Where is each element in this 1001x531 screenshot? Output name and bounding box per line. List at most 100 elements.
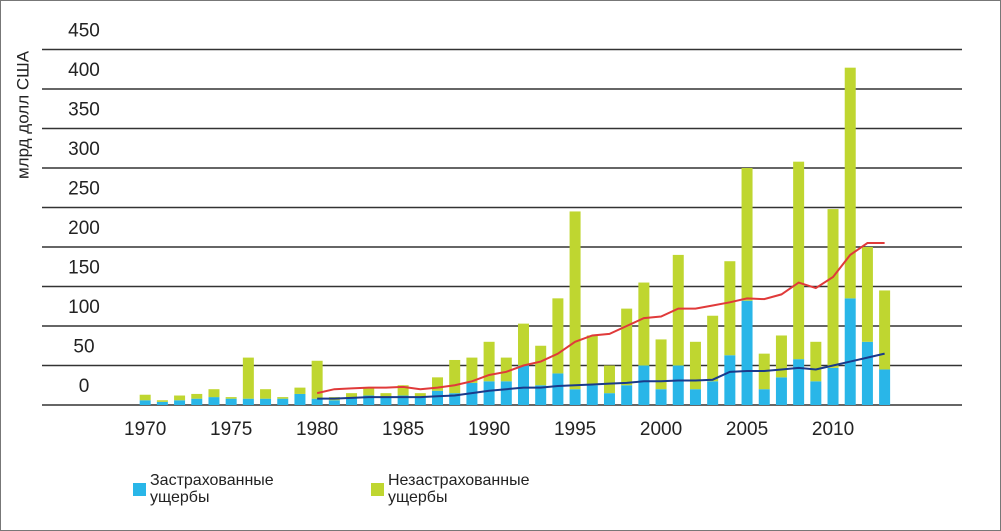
bar bbox=[844, 298, 856, 405]
bar bbox=[311, 398, 323, 405]
bar bbox=[139, 400, 151, 405]
bar bbox=[294, 387, 306, 394]
bar bbox=[449, 359, 461, 394]
bar bbox=[363, 395, 375, 405]
bar bbox=[414, 393, 426, 398]
bar bbox=[655, 339, 667, 390]
bar bbox=[156, 401, 168, 405]
bar bbox=[724, 355, 736, 405]
bar bbox=[535, 345, 547, 386]
bar bbox=[174, 395, 186, 401]
bar bbox=[483, 381, 495, 405]
bar bbox=[569, 211, 581, 390]
bar bbox=[603, 365, 615, 394]
bar bbox=[139, 394, 151, 401]
bar bbox=[707, 381, 719, 405]
line bbox=[316, 242, 885, 395]
y-tick-label: 250 bbox=[68, 179, 100, 200]
bar bbox=[277, 397, 289, 399]
y-tick-label: 400 bbox=[68, 60, 100, 81]
bar bbox=[621, 385, 633, 405]
bar bbox=[208, 397, 220, 405]
bar bbox=[844, 67, 856, 299]
bar bbox=[879, 369, 891, 405]
x-tick-label: 1980 bbox=[296, 419, 338, 440]
x-tick-label: 1975 bbox=[210, 419, 252, 440]
y-axis-label: млрд долл США bbox=[13, 50, 32, 179]
legend-swatch bbox=[371, 483, 384, 496]
bar bbox=[346, 393, 358, 398]
bar bbox=[380, 397, 392, 405]
bar bbox=[225, 398, 237, 405]
bar bbox=[775, 335, 787, 378]
x-tick-label: 1985 bbox=[382, 419, 424, 440]
bar bbox=[810, 341, 822, 382]
bar bbox=[775, 377, 787, 405]
bar bbox=[827, 209, 839, 368]
bar bbox=[741, 168, 753, 301]
bar bbox=[483, 341, 495, 382]
bar bbox=[741, 300, 753, 405]
bar bbox=[672, 254, 684, 366]
bar bbox=[810, 381, 822, 405]
bar bbox=[517, 365, 529, 405]
y-tick-label: 350 bbox=[68, 100, 100, 121]
bar bbox=[793, 161, 805, 360]
bar bbox=[242, 398, 254, 405]
bar bbox=[449, 393, 461, 405]
y-tick-label: 150 bbox=[68, 258, 100, 279]
bar bbox=[827, 367, 839, 405]
bar bbox=[432, 390, 444, 405]
y-tick-label: 450 bbox=[68, 21, 100, 42]
bar bbox=[500, 357, 512, 382]
y-tick-label: 200 bbox=[68, 218, 100, 239]
y-tick-label: 50 bbox=[73, 337, 94, 358]
bar bbox=[535, 385, 547, 405]
bar bbox=[879, 290, 891, 370]
bar bbox=[242, 357, 254, 399]
x-tick-label: 1970 bbox=[124, 419, 166, 440]
legend-label: Застрахованные ущербы bbox=[150, 472, 274, 506]
bar bbox=[638, 365, 650, 405]
line bbox=[317, 352, 885, 400]
bar bbox=[208, 389, 220, 398]
bar bbox=[414, 397, 426, 405]
bar bbox=[156, 400, 168, 402]
bar bbox=[707, 315, 719, 382]
bar bbox=[225, 397, 237, 399]
y-tick-label: 300 bbox=[68, 139, 100, 160]
bar bbox=[655, 389, 667, 405]
bar bbox=[277, 398, 289, 405]
bar bbox=[432, 377, 444, 391]
x-tick-label: 1990 bbox=[468, 419, 510, 440]
bar bbox=[689, 341, 701, 390]
bar bbox=[191, 393, 203, 399]
bar bbox=[466, 357, 478, 383]
y-tick-label: 100 bbox=[68, 297, 100, 318]
bar bbox=[724, 261, 736, 356]
x-tick-label: 1995 bbox=[554, 419, 596, 440]
bar bbox=[328, 400, 340, 405]
bar bbox=[586, 385, 598, 405]
bar bbox=[311, 360, 323, 399]
x-tick-label: 2000 bbox=[640, 419, 682, 440]
bar bbox=[793, 359, 805, 405]
bar bbox=[552, 373, 564, 405]
bar bbox=[861, 247, 873, 342]
legend-swatch bbox=[133, 483, 146, 496]
bar bbox=[260, 389, 272, 399]
bar bbox=[552, 298, 564, 374]
bar bbox=[861, 341, 873, 405]
bar bbox=[689, 389, 701, 405]
bar bbox=[346, 397, 358, 405]
bar bbox=[621, 308, 633, 386]
bar bbox=[672, 365, 684, 405]
x-tick-label: 2005 bbox=[726, 419, 768, 440]
bar bbox=[569, 389, 581, 405]
bar bbox=[500, 381, 512, 405]
bar bbox=[517, 323, 529, 366]
x-tick-label: 2010 bbox=[812, 419, 854, 440]
bar bbox=[363, 387, 375, 396]
